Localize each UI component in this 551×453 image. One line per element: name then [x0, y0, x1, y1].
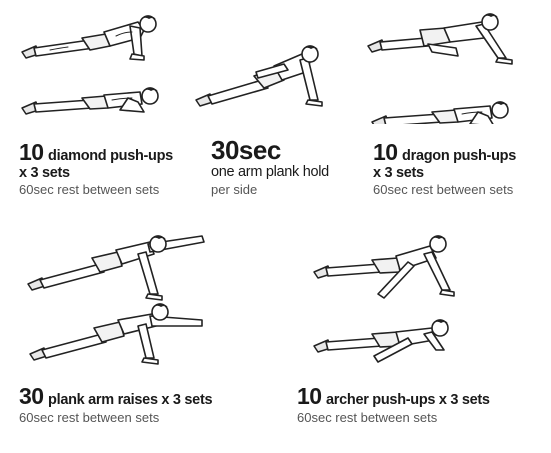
exercise-count: 10	[297, 383, 322, 409]
exercise-rest: 60sec rest between sets	[373, 182, 514, 198]
exercise-one-arm-plank: 30sec one arm plank hold per side	[211, 135, 329, 197]
dragon-pushup-illustration	[366, 8, 536, 124]
exercise-sets: x 3 sets	[373, 164, 424, 181]
exercise-rest: 60sec rest between sets	[19, 409, 160, 425]
one-arm-plank-illustration	[192, 44, 342, 124]
exercise-plank-arm-raises: 30 plank arm raises x 3 sets 60sec rest …	[19, 383, 213, 425]
exercise-archer-pushups: 10 archer push-ups x 3 sets 60sec rest b…	[297, 384, 490, 424]
exercise-name: dragon push-ups	[402, 148, 516, 164]
diamond-pushup-illustration	[18, 8, 168, 124]
exercise-sets: x 3 sets	[19, 164, 70, 181]
exercise-dragon-pushups: 10 dragon push-ups x 3 sets 60sec rest b…	[373, 140, 516, 197]
plank-arm-raise-illustration	[26, 228, 216, 368]
exercise-name: archer push-ups x 3 sets	[326, 392, 490, 408]
exercise-count: 30sec	[211, 135, 281, 165]
exercise-rest: 60sec rest between sets	[19, 182, 160, 198]
exercise-rest: per side	[211, 181, 258, 197]
exercise-count: 10	[373, 139, 398, 165]
exercise-description: one arm plank hold	[211, 164, 329, 181]
exercise-count: 10	[19, 139, 44, 165]
archer-pushup-illustration	[312, 232, 472, 372]
exercise-count: 30	[19, 383, 44, 409]
exercise-rest: 60sec rest between sets	[297, 409, 438, 425]
exercise-name: plank arm raises x 3 sets	[48, 392, 213, 408]
exercise-name: diamond push-ups	[48, 148, 173, 164]
exercise-diamond-pushups: 10 diamond push-ups x 3 sets 60sec rest …	[19, 140, 173, 197]
